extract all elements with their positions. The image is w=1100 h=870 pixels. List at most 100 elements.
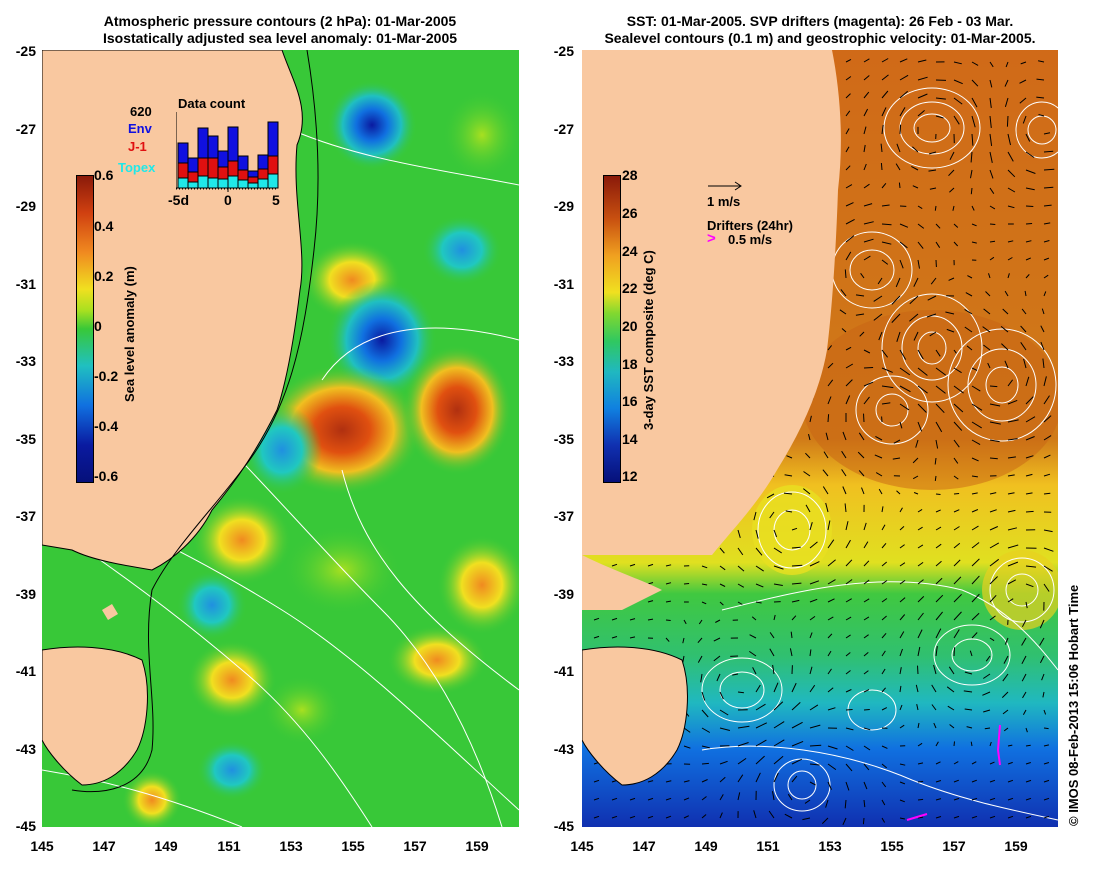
inset-x-tick: 0 — [224, 192, 232, 208]
velocity-vector — [844, 269, 847, 279]
velocity-vector — [719, 565, 726, 571]
velocity-vector — [755, 772, 761, 783]
velocity-vector — [845, 58, 852, 63]
velocity-vector — [1043, 150, 1054, 153]
velocity-vector — [841, 328, 847, 333]
velocity-vector — [953, 61, 962, 65]
velocity-vector — [1025, 455, 1034, 459]
velocity-vector — [893, 439, 901, 444]
velocity-vector — [1042, 691, 1045, 698]
velocity-vector — [1007, 598, 1014, 603]
velocity-vector — [845, 709, 853, 711]
data-count-bar-env — [257, 154, 269, 170]
velocity-vector — [790, 631, 793, 639]
velocity-vector — [931, 704, 937, 711]
velocity-vector — [1025, 223, 1033, 225]
velocity-vector — [915, 439, 919, 448]
data-count-bar-j1 — [187, 171, 199, 183]
velocity-vector — [1043, 435, 1052, 441]
y-tick: -33 — [553, 353, 574, 369]
velocity-vector — [881, 204, 890, 207]
velocity-vector — [875, 472, 883, 477]
velocity-vector — [935, 816, 942, 819]
velocity-vector — [873, 295, 883, 302]
velocity-vector — [917, 665, 919, 675]
velocity-vector — [970, 187, 973, 195]
left-title-line1: Atmospheric pressure contours (2 hPa): 0… — [103, 13, 457, 29]
sst-map — [582, 50, 1058, 827]
velocity-vector — [840, 289, 847, 297]
velocity-vector — [1043, 454, 1051, 459]
velocity-vector — [874, 454, 883, 459]
velocity-vector — [878, 331, 883, 341]
velocity-vector — [773, 565, 784, 570]
velocity-vector — [989, 223, 996, 225]
data-count-bar-topex — [257, 178, 269, 189]
velocity-vector — [863, 396, 870, 405]
velocity-vector — [737, 774, 744, 783]
velocity-vector — [844, 503, 847, 513]
velocity-vector — [899, 259, 904, 269]
velocity-vector — [1025, 396, 1034, 405]
velocity-vector — [929, 331, 937, 337]
velocity-vector — [899, 241, 908, 249]
y-tick: -29 — [553, 198, 574, 214]
velocity-vector — [989, 779, 996, 783]
velocity-vector — [881, 124, 884, 135]
velocity-vector — [899, 107, 906, 117]
velocity-vector — [899, 544, 905, 549]
velocity-vector — [701, 601, 707, 605]
x-tick: 153 — [279, 838, 303, 854]
y-tick: -35 — [553, 431, 574, 447]
velocity-vector — [892, 457, 901, 460]
velocity-vector — [989, 492, 997, 495]
velocity-vector — [913, 492, 919, 495]
velocity-vector — [772, 664, 775, 675]
data-count-bar-j1 — [177, 162, 189, 179]
y-tick: -39 — [15, 586, 36, 602]
velocity-vector — [881, 763, 888, 769]
velocity-vector — [917, 76, 928, 81]
velocity-vector — [899, 704, 903, 711]
sst-colorbar-label: 3-day SST composite (deg C) — [641, 250, 656, 430]
velocity-vector — [1043, 186, 1054, 189]
velocity-vector — [863, 413, 865, 423]
velocity-vector — [719, 776, 726, 783]
inset-x-tick: -5d — [168, 192, 189, 208]
velocity-vector — [863, 58, 870, 63]
colorbar-tick: 14 — [622, 431, 638, 447]
velocity-vector — [629, 618, 636, 621]
velocity-vector — [845, 579, 853, 585]
velocity-vector — [845, 727, 854, 731]
velocity-vector — [881, 745, 888, 749]
y-tick: -41 — [553, 663, 574, 679]
velocity-vector — [917, 629, 923, 639]
velocity-vector — [971, 542, 980, 549]
velocity-vector — [909, 313, 919, 322]
velocity-vector — [953, 779, 959, 783]
velocity-vector — [611, 797, 618, 801]
velocity-vector — [964, 308, 973, 315]
velocity-vector — [755, 565, 764, 572]
velocity-vector — [809, 704, 819, 711]
velocity-vector — [1039, 637, 1045, 646]
velocity-vector — [1043, 473, 1051, 477]
velocity-vector — [1025, 436, 1035, 441]
velocity-vector — [1019, 97, 1027, 104]
inset-x-tick: 5 — [272, 192, 280, 208]
velocity-vector — [713, 637, 721, 642]
velocity-vector — [895, 163, 901, 171]
velocity-vector — [1043, 583, 1050, 592]
velocity-vector — [899, 799, 905, 803]
velocity-vector — [983, 709, 991, 713]
velocity-vector — [845, 251, 852, 261]
x-tick: 151 — [756, 838, 780, 854]
colorbar-tick: 0.6 — [94, 167, 114, 183]
velocity-vector — [953, 349, 957, 354]
velocity-vector — [845, 616, 852, 621]
velocity-vector — [755, 703, 766, 711]
velocity-vector — [948, 169, 955, 177]
colorbar-tick: -0.2 — [94, 368, 119, 384]
velocity-vector — [948, 277, 955, 281]
velocity-vector — [953, 493, 960, 495]
